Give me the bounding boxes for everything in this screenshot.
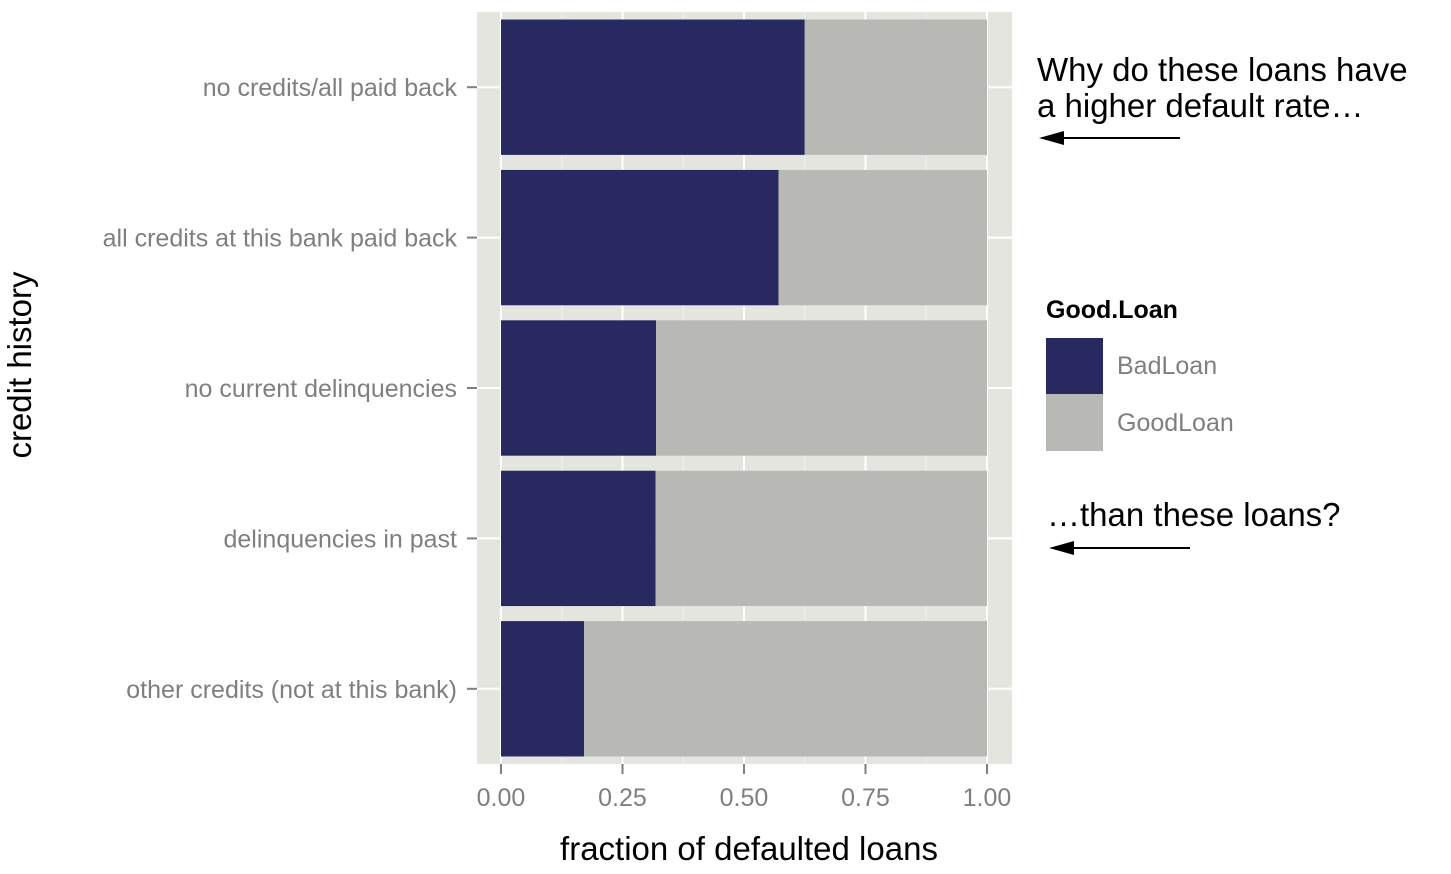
annotation-bottom-arrowhead xyxy=(1049,541,1074,555)
legend-label-badloan: BadLoan xyxy=(1117,352,1217,380)
bar-goodloan-0 xyxy=(804,19,987,155)
x-tick-label: 0.00 xyxy=(477,784,526,812)
annotation-bottom-text: …than these loans? xyxy=(1047,496,1341,533)
bar-goodloan-4 xyxy=(584,621,987,757)
legend-key-goodloan xyxy=(1046,394,1103,451)
bar-badloan-3 xyxy=(501,470,656,607)
bar-goodloan-3 xyxy=(655,470,987,607)
y-axis: no credits/all paid back all credits at t… xyxy=(103,74,477,704)
legend: Good.Loan BadLoan GoodLoan xyxy=(1046,296,1234,451)
legend-label-goodloan: GoodLoan xyxy=(1117,409,1234,437)
x-tick-label: 0.75 xyxy=(841,784,890,812)
annotation-top: Why do these loans have a higher default… xyxy=(1037,51,1408,145)
bar-goodloan-1 xyxy=(778,169,987,306)
y-tick-label: no current delinquencies xyxy=(185,375,457,403)
y-tick-label: all credits at this bank paid back xyxy=(103,225,458,253)
bar-badloan-4 xyxy=(501,621,585,757)
annotation-top-line2: a higher default rate… xyxy=(1037,87,1364,124)
annotation-bottom: …than these loans? xyxy=(1047,496,1341,555)
x-axis-title: fraction of defaulted loans xyxy=(560,830,938,867)
x-tick-label: 0.50 xyxy=(720,784,769,812)
legend-key-badloan xyxy=(1046,338,1103,394)
y-tick-label: other credits (not at this bank) xyxy=(126,676,457,704)
bars xyxy=(501,19,987,757)
y-tick-label: delinquencies in past xyxy=(224,525,458,553)
bar-badloan-1 xyxy=(501,169,779,306)
y-axis-title: credit history xyxy=(1,271,38,459)
x-tick-label: 1.00 xyxy=(963,784,1012,812)
annotation-top-line1: Why do these loans have xyxy=(1037,51,1408,88)
annotation-top-arrowhead xyxy=(1039,131,1064,145)
bar-badloan-0 xyxy=(501,19,805,155)
y-tick-label: no credits/all paid back xyxy=(203,74,458,102)
x-tick-label: 0.25 xyxy=(598,784,647,812)
bar-badloan-2 xyxy=(501,320,657,456)
bar-goodloan-2 xyxy=(656,320,987,456)
legend-title: Good.Loan xyxy=(1046,296,1178,324)
x-axis: 0.00 0.25 0.50 0.75 1.00 xyxy=(477,764,1012,812)
